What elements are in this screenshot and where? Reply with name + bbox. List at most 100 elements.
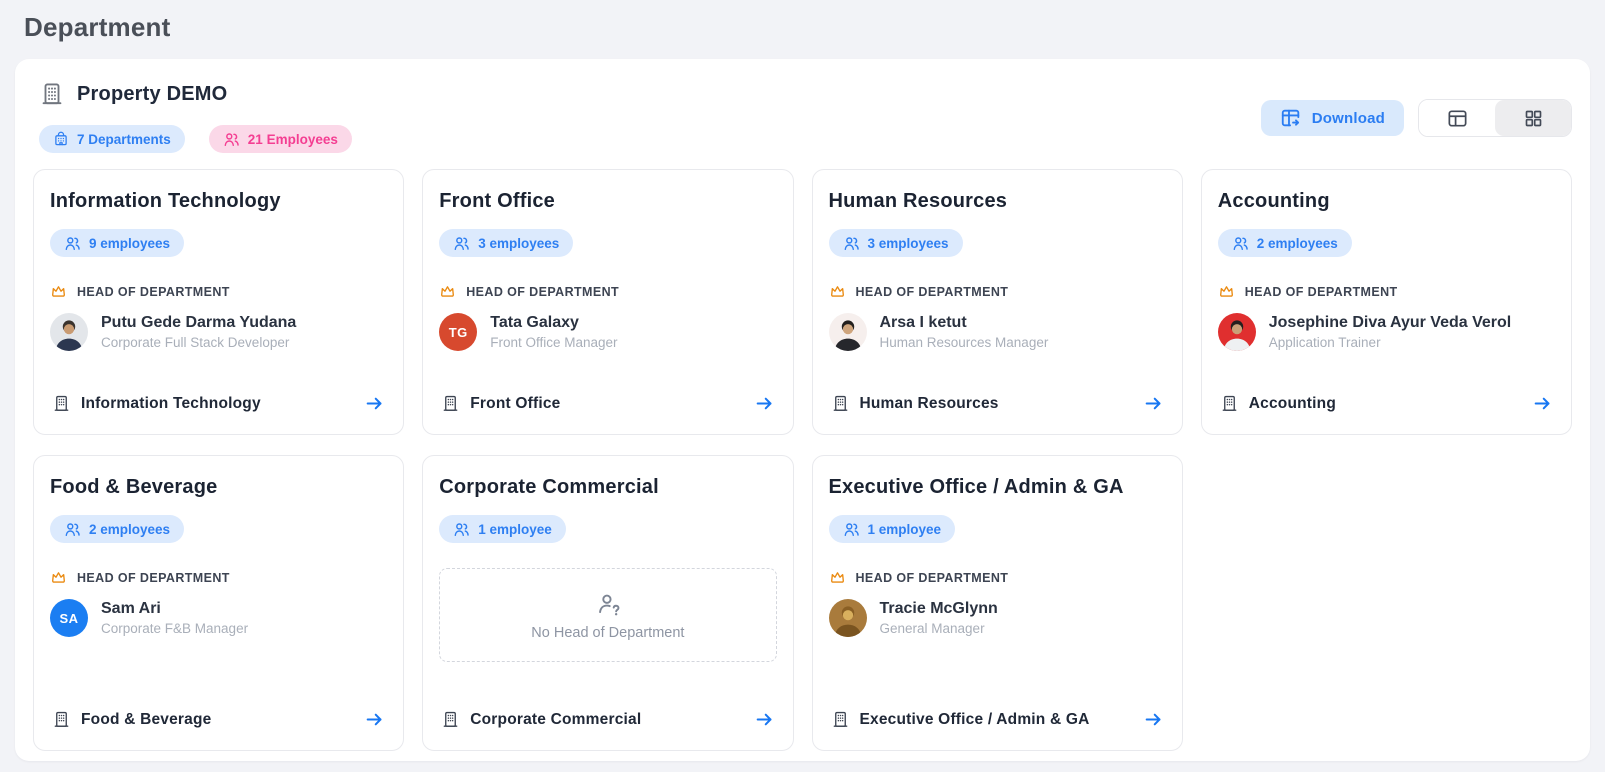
- head-name: Tracie McGlynn: [879, 600, 998, 617]
- department-card[interactable]: Corporate Commercial 1 employee: [422, 455, 794, 751]
- avatar: [828, 599, 867, 637]
- no-head-box: No Head of Department: [439, 568, 777, 662]
- arrow-right-icon[interactable]: [364, 393, 385, 414]
- crown-icon: [50, 283, 67, 300]
- head-title: Human Resources Manager: [879, 335, 1049, 350]
- employee-count-label: 1 employee: [478, 521, 552, 537]
- head-title: Corporate F&B Manager: [101, 621, 249, 636]
- department-building-icon: [53, 131, 69, 147]
- employee-count-badge: 2 employees: [50, 515, 185, 543]
- grid-view-icon: [1523, 108, 1544, 129]
- head-of-department-section: HEAD OF DEPARTMENT Arsa I ketut Human Re…: [828, 257, 1166, 351]
- employee-count-badge: 2 employees: [1217, 229, 1352, 257]
- head-of-department-label: HEAD OF DEPARTMENT: [855, 570, 1009, 585]
- employee-count-label: 9 employees: [89, 235, 171, 251]
- department-link[interactable]: Food & Beverage: [50, 703, 387, 734]
- head-name: Tata Galaxy: [490, 314, 579, 331]
- department-card-title: Accounting: [1217, 190, 1330, 212]
- arrow-right-icon[interactable]: [1143, 709, 1164, 730]
- summary-badges: 7 Departments 21 Employees: [33, 125, 1572, 153]
- head-title: Front Office Manager: [490, 335, 618, 350]
- department-link[interactable]: Executive Office / Admin & GA: [829, 703, 1166, 734]
- property-panel: Property DEMO 7 Departments: [15, 59, 1590, 761]
- department-link[interactable]: Accounting: [1218, 387, 1555, 418]
- property-header: Property DEMO: [33, 81, 1572, 107]
- departments-count-badge: 7 Departments: [39, 125, 185, 153]
- head-title: Application Trainer: [1268, 335, 1381, 350]
- building-small-icon: [831, 394, 850, 413]
- department-card[interactable]: Executive Office / Admin & GA 1 employee: [811, 455, 1183, 751]
- department-card[interactable]: Information Technology 9 employees: [33, 169, 405, 435]
- department-footer-label: Information Technology: [81, 394, 261, 412]
- department-card-title: Human Resources: [828, 190, 1008, 212]
- head-of-department-label: HEAD OF DEPARTMENT: [77, 570, 230, 585]
- avatar: [828, 313, 867, 351]
- arrow-right-icon[interactable]: [1532, 393, 1553, 414]
- head-of-department-section: HEAD OF DEPARTMENT TG Tata Galaxy Front …: [439, 257, 776, 351]
- arrow-right-icon[interactable]: [754, 393, 775, 414]
- head-name: Putu Gede Darma Yudana: [101, 314, 297, 331]
- head-person: Josephine Diva Ayur Veda Verol Applicati…: [1217, 313, 1555, 351]
- department-footer-label: Front Office: [470, 394, 561, 412]
- employee-count-badge: 3 employees: [439, 229, 574, 257]
- arrow-right-icon[interactable]: [364, 709, 385, 730]
- employee-count-badge: 3 employees: [828, 229, 963, 257]
- people-icon: [453, 235, 470, 252]
- grid-view-button[interactable]: [1495, 100, 1571, 136]
- employee-count-badge: 1 employee: [439, 515, 566, 543]
- department-card-title: Front Office: [439, 190, 555, 212]
- department-card[interactable]: Front Office 3 employees HEAD OF D: [422, 169, 794, 435]
- table-view-button[interactable]: [1419, 100, 1495, 136]
- employees-count-label: 21 Employees: [247, 131, 338, 147]
- view-toggle: [1418, 99, 1572, 137]
- table-view-icon: [1446, 107, 1469, 130]
- employees-count-badge: 21 Employees: [208, 125, 352, 153]
- department-footer-label: Corporate Commercial: [470, 710, 642, 728]
- head-person: Arsa I ketut Human Resources Manager: [828, 313, 1166, 351]
- employee-count-label: 1 employee: [867, 521, 942, 537]
- department-card[interactable]: Food & Beverage 2 employees HEAD O: [33, 455, 405, 751]
- no-head-label: No Head of Department: [531, 624, 685, 641]
- download-label: Download: [1311, 109, 1385, 127]
- building-small-icon: [52, 710, 71, 729]
- people-icon: [64, 521, 81, 538]
- department-grid: Information Technology 9 employees: [33, 169, 1572, 751]
- page-title: Department: [24, 12, 171, 42]
- department-card[interactable]: Human Resources 3 employees HEAD O: [811, 169, 1183, 435]
- head-name: Sam Ari: [101, 600, 161, 617]
- people-icon: [843, 521, 860, 538]
- head-person: TG Tata Galaxy Front Office Manager: [439, 313, 776, 351]
- department-footer-label: Accounting: [1248, 394, 1336, 412]
- head-name: Josephine Diva Ayur Veda Verol: [1268, 314, 1512, 331]
- head-of-department-label: HEAD OF DEPARTMENT: [1244, 284, 1398, 299]
- department-link[interactable]: Human Resources: [829, 387, 1166, 418]
- arrow-right-icon[interactable]: [1143, 393, 1164, 414]
- people-icon: [64, 235, 81, 252]
- avatar: [50, 313, 88, 351]
- head-name: Arsa I ketut: [879, 314, 967, 331]
- building-small-icon: [831, 710, 850, 729]
- avatar: TG: [439, 313, 478, 351]
- avatar: SA: [50, 599, 88, 637]
- department-footer-label: Human Resources: [859, 394, 999, 412]
- department-link[interactable]: Front Office: [439, 387, 776, 418]
- head-of-department-section: HEAD OF DEPARTMENT Josephine Diva Ayur V…: [1217, 257, 1555, 351]
- head-of-department-label: HEAD OF DEPARTMENT: [855, 284, 1009, 299]
- employee-count-badge: 9 employees: [50, 229, 185, 257]
- avatar: [1217, 313, 1256, 351]
- head-of-department-label: HEAD OF DEPARTMENT: [466, 284, 620, 299]
- department-footer-label: Executive Office / Admin & GA: [859, 710, 1090, 728]
- head-title: Corporate Full Stack Developer: [101, 335, 290, 350]
- building-small-icon: [441, 710, 460, 729]
- department-card[interactable]: Accounting 2 employees HEAD OF DEP: [1200, 169, 1572, 435]
- building-small-icon: [441, 394, 460, 413]
- building-small-icon: [1220, 394, 1239, 413]
- arrow-right-icon[interactable]: [754, 709, 775, 730]
- department-link[interactable]: Information Technology: [50, 387, 387, 418]
- head-of-department-label: HEAD OF DEPARTMENT: [77, 284, 230, 299]
- download-button[interactable]: Download: [1260, 100, 1404, 136]
- building-small-icon: [52, 394, 71, 413]
- crown-icon: [829, 569, 846, 586]
- department-link[interactable]: Corporate Commercial: [439, 703, 776, 734]
- head-of-department-section: HEAD OF DEPARTMENT SA Sam Ari Corporate …: [50, 543, 387, 637]
